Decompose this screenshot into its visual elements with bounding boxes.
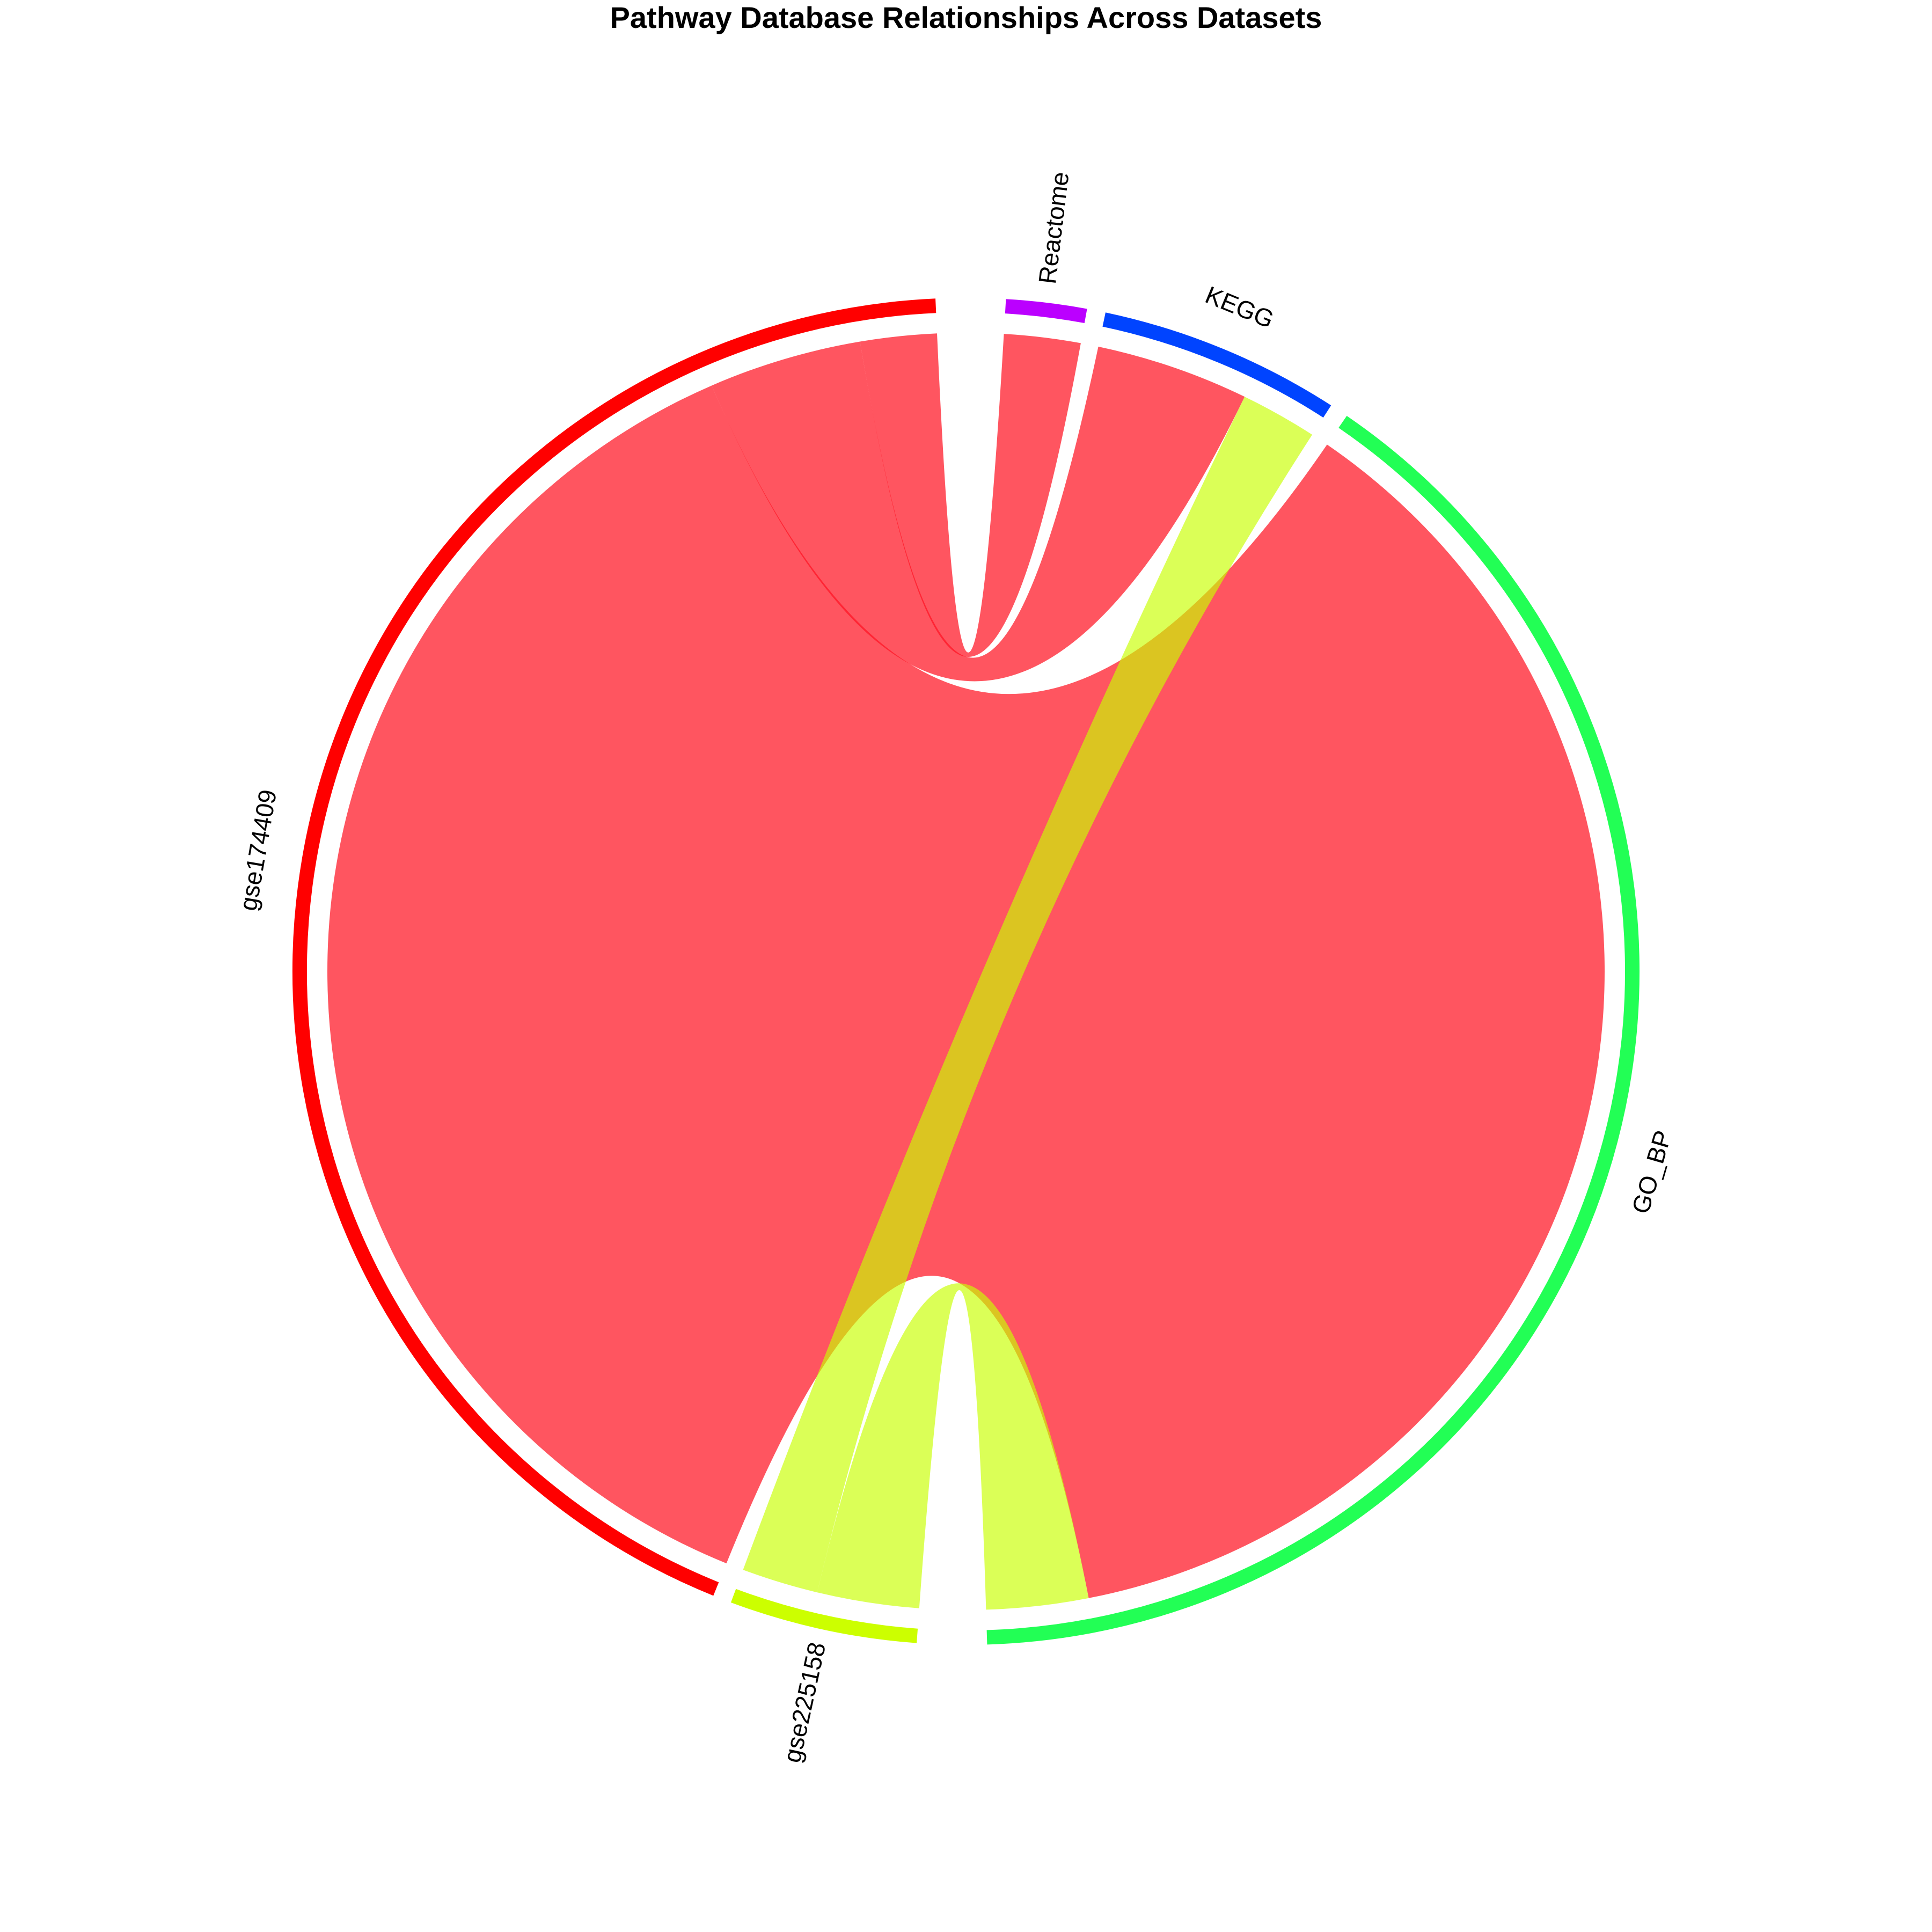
sectors-layer xyxy=(292,298,1640,1645)
chord-link-gse174409-kegg[interactable] xyxy=(712,341,1245,682)
sector-track-gse174409[interactable] xyxy=(292,298,936,1596)
sector-label-kegg: KEGG xyxy=(1202,281,1278,334)
chart-title: Pathway Database Relationships Across Da… xyxy=(610,1,1322,34)
sector-track-kegg[interactable] xyxy=(1102,312,1331,418)
chord-link-gse174409-reactome[interactable] xyxy=(860,333,1081,657)
chord-link-gse225158-kegg[interactable] xyxy=(743,397,1313,1593)
sector-label-go-bp: GO_BP xyxy=(1626,1128,1677,1217)
sector-label-reactome: Reactome xyxy=(1033,170,1074,285)
sector-track-gse225158[interactable] xyxy=(730,1589,918,1643)
sector-label-gse225158: gse225158 xyxy=(778,1640,831,1765)
sector-track-reactome[interactable] xyxy=(1005,299,1087,324)
sector-label-gse174409: gse174409 xyxy=(234,787,282,912)
sector-track-go-bp[interactable] xyxy=(986,415,1640,1645)
chord-link-gse174409-go-bp[interactable] xyxy=(327,385,1605,1598)
links-layer xyxy=(327,333,1605,1610)
chord-link-gse225158-go-bp[interactable] xyxy=(817,1283,1089,1610)
